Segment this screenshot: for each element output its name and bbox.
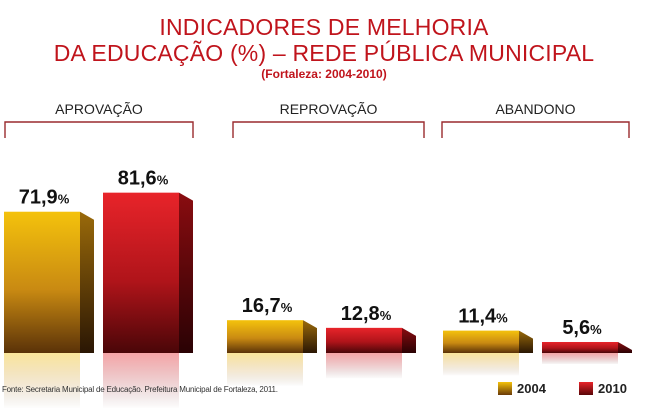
title-line-1: INDICADORES DE MELHORIA (159, 14, 489, 40)
category-label-aprovacao: APROVAÇÃO (55, 101, 143, 117)
bar-aprovacao-2004 (4, 211, 80, 353)
bar-reflection-fade-abandono-2004 (442, 353, 534, 377)
chart-subtitle: (Fortaleza: 2004-2010) (261, 67, 387, 81)
value-label-aprovacao-2010: 81,6% (118, 168, 169, 190)
legend-label-2004: 2004 (517, 381, 546, 396)
legend-item-2010: 2010 (579, 381, 627, 396)
bar-reflection-fade-abandono-2010 (541, 353, 633, 366)
bar-side-abandono-2010 (618, 341, 632, 353)
bar-reprovacao-2010 (326, 327, 402, 353)
legend-swatch-2004 (498, 382, 512, 395)
bar-side-abandono-2004 (519, 330, 533, 353)
bar-side-aprovacao-2010 (179, 192, 193, 353)
bracket-abandono (441, 121, 630, 138)
legend-item-2004: 2004 (498, 381, 546, 396)
bar-aprovacao-2010 (103, 192, 179, 353)
legend-label-2010: 2010 (598, 381, 627, 396)
bar-side-aprovacao-2004 (80, 211, 94, 353)
category-label-reprovacao: REPROVAÇÃO (280, 101, 378, 117)
value-label-reprovacao-2004: 16,7% (242, 295, 293, 317)
bracket-reprovacao (232, 121, 425, 138)
bar-side-reprovacao-2010 (402, 327, 416, 353)
value-label-aprovacao-2004: 71,9% (19, 187, 70, 209)
value-label-reprovacao-2010: 12,8% (341, 303, 392, 325)
source-note: Fonte: Secretaria Municipal de Educação.… (2, 385, 278, 394)
bar-reflection-fade-reprovacao-2004 (226, 353, 318, 387)
value-label-abandono-2004: 11,4% (458, 306, 508, 328)
bar-abandono-2004 (443, 330, 519, 353)
bar-side-reprovacao-2004 (303, 320, 317, 353)
chart-title: INDICADORES DE MELHORIA DA EDUCAÇÃO (%) … (0, 14, 648, 81)
bracket-aprovacao (4, 121, 194, 138)
bar-abandono-2010 (542, 341, 618, 353)
value-label-abandono-2010: 5,6% (562, 317, 602, 339)
bar-reprovacao-2004 (227, 320, 303, 353)
legend-swatch-2010 (579, 382, 593, 395)
bar-reflection-fade-aprovacao-2010 (102, 353, 194, 409)
title-line-2: DA EDUCAÇÃO (%) – REDE PÚBLICA MUNICIPAL (53, 40, 595, 66)
category-label-abandono: ABANDONO (495, 101, 575, 117)
bar-reflection-fade-reprovacao-2010 (325, 353, 417, 380)
bar-reflection-fade-aprovacao-2004 (3, 353, 95, 409)
